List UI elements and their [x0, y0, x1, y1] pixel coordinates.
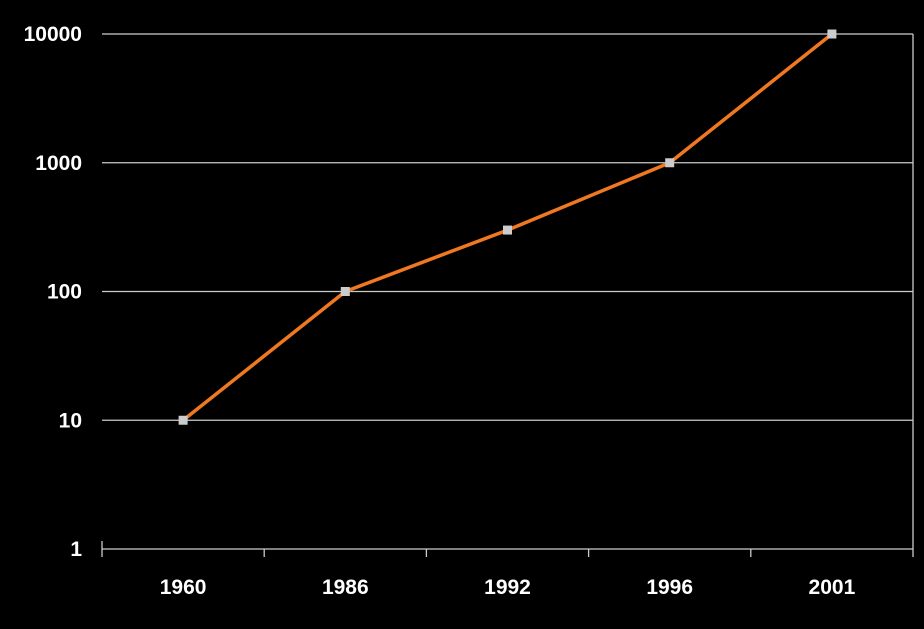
y-tick-label-10: 10	[59, 409, 82, 432]
data-point-1986	[340, 287, 350, 296]
gridlines	[102, 33, 913, 421]
data-point-1992	[503, 225, 512, 235]
y-tick-label-100: 100	[47, 281, 82, 304]
data-point-1996	[665, 158, 675, 168]
axes	[101, 34, 914, 557]
y-tick-label-10000: 10000	[24, 23, 82, 46]
x-tick-label-1992: 1992	[484, 576, 531, 599]
x-tick-label-2001: 2001	[809, 576, 856, 599]
data-point-1960	[178, 415, 188, 425]
y-tick-label-1000: 1000	[35, 152, 82, 175]
series	[178, 29, 837, 425]
x-tick-label-1996: 1996	[646, 576, 693, 599]
x-tick-label-1960: 1960	[160, 576, 207, 599]
y-axis-tick-labels: 1 10 100 1000 10000	[24, 23, 83, 561]
x-axis-tick-labels: 1960 1986 1992 1996 2001	[160, 576, 856, 599]
y-tick-label-1: 1	[70, 538, 82, 561]
data-point-2001	[827, 29, 837, 39]
x-tick-label-1986: 1986	[322, 576, 369, 599]
